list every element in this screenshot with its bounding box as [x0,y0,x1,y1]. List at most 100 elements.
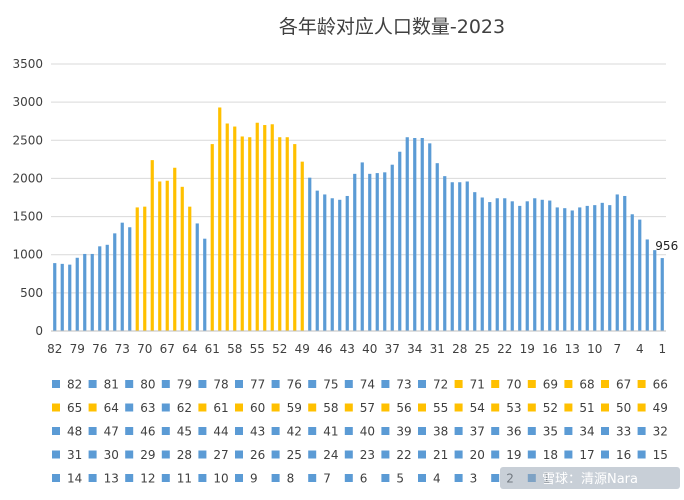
legend-swatch [637,427,646,435]
legend-swatch [125,380,134,388]
bar-age-63 [195,223,199,331]
legend-label: 66 [653,378,668,392]
legend-entry: 32 [637,425,668,439]
legend-swatch [308,380,317,388]
legend-entry: 60 [235,401,265,415]
bar-age-81 [60,263,64,331]
bar-age-58 [233,126,237,331]
legend-entry: 70 [491,378,521,392]
bar-age-12 [578,207,582,331]
legend-swatch [52,427,60,435]
legend-label: 81 [104,378,119,392]
x-tick-label: 34 [407,342,422,356]
legend-entry: 67 [601,378,631,392]
legend-entry: 68 [564,378,595,392]
legend-entry: 79 [161,378,192,392]
legend-entry: 5 [381,472,404,486]
legend-entry: 58 [308,401,338,415]
bar-age-19 [525,201,529,331]
legend-label: 9 [250,472,258,486]
legend-entry: 63 [125,401,155,415]
legend-swatch [418,450,426,459]
bar-age-52 [278,137,282,331]
legend-entry: 35 [527,425,558,439]
legend-swatch [381,427,390,435]
bar-age-31 [435,163,439,331]
bar-age-51 [285,137,289,331]
legend-entry: 56 [381,401,412,415]
legend-label: 62 [177,401,192,415]
bar-age-28 [458,182,462,331]
watermark-background [500,467,680,489]
y-tick-label: 1000 [12,248,43,262]
bar-age-74 [113,233,117,331]
legend-swatch [491,450,500,459]
legend-swatch [198,403,207,412]
chart-title: 各年龄对应人口数量-2023 [279,16,505,38]
legend-entry: 6 [344,472,367,486]
x-tick-label: 22 [497,342,512,356]
legend-swatch [88,427,97,435]
bar-age-14 [563,208,567,331]
legend-label: 61 [213,401,228,415]
legend-swatch [637,403,646,412]
x-tick-label: 76 [92,342,107,356]
legend-entry: 57 [344,401,375,415]
legend-label: 48 [67,425,82,439]
legend-swatch [381,450,390,459]
legend-swatch [418,427,426,435]
legend-label: 44 [213,425,228,439]
legend-swatch [271,474,280,482]
legend-label: 14 [67,472,82,486]
legend-label: 63 [140,401,155,415]
legend-label: 54 [470,401,485,415]
legend-entry: 18 [527,448,558,462]
legend-swatch [344,427,353,435]
legend-entry: 80 [125,378,155,392]
legend-swatch [454,474,463,482]
y-tick-label: 2500 [12,133,43,147]
legend-entry: 20 [454,448,485,462]
x-tick-label: 4 [636,342,644,356]
legend-entry: 38 [418,425,448,439]
legend-label: 33 [616,425,631,439]
legend-swatch [271,427,280,435]
legend-label: 25 [287,448,302,462]
legend-label: 43 [250,425,265,439]
legend-label: 23 [360,448,375,462]
bar-age-82 [53,263,57,331]
bar-age-64 [188,206,192,331]
legend-entry: 50 [601,401,631,415]
legend-entry: 9 [235,472,258,486]
y-axis: 0 500 1000 1500 2000 2500 3000 3500 [12,57,43,338]
legend-entry: 24 [308,448,338,462]
legend-label: 55 [433,401,448,415]
bar-age-59 [225,123,229,331]
legend-swatch [308,450,317,459]
legend-entry: 4 [418,472,441,486]
legend-entry: 43 [235,425,265,439]
legend-label: 70 [506,378,521,392]
legend-swatch [418,474,426,482]
legend-swatch [454,450,463,459]
legend-label: 4 [433,472,441,486]
legend-label: 50 [616,401,631,415]
legend-entry: 48 [52,425,82,439]
x-tick-label: 46 [317,342,332,356]
bar-age-40 [368,173,372,331]
legend-swatch [381,474,390,482]
legend-swatch [125,474,134,482]
bar-age-30 [443,176,447,331]
x-tick-label: 7 [613,342,621,356]
bar-age-2 [653,250,657,331]
bar-age-78 [83,253,87,331]
legend-entry: 19 [491,448,521,462]
data-labels: 956 [655,239,678,253]
legend-swatch [344,450,353,459]
legend-label: 47 [104,425,119,439]
bar-age-47 [315,190,319,331]
legend-swatch [125,427,134,435]
legend-swatch [125,450,134,459]
legend-label: 74 [360,378,375,392]
